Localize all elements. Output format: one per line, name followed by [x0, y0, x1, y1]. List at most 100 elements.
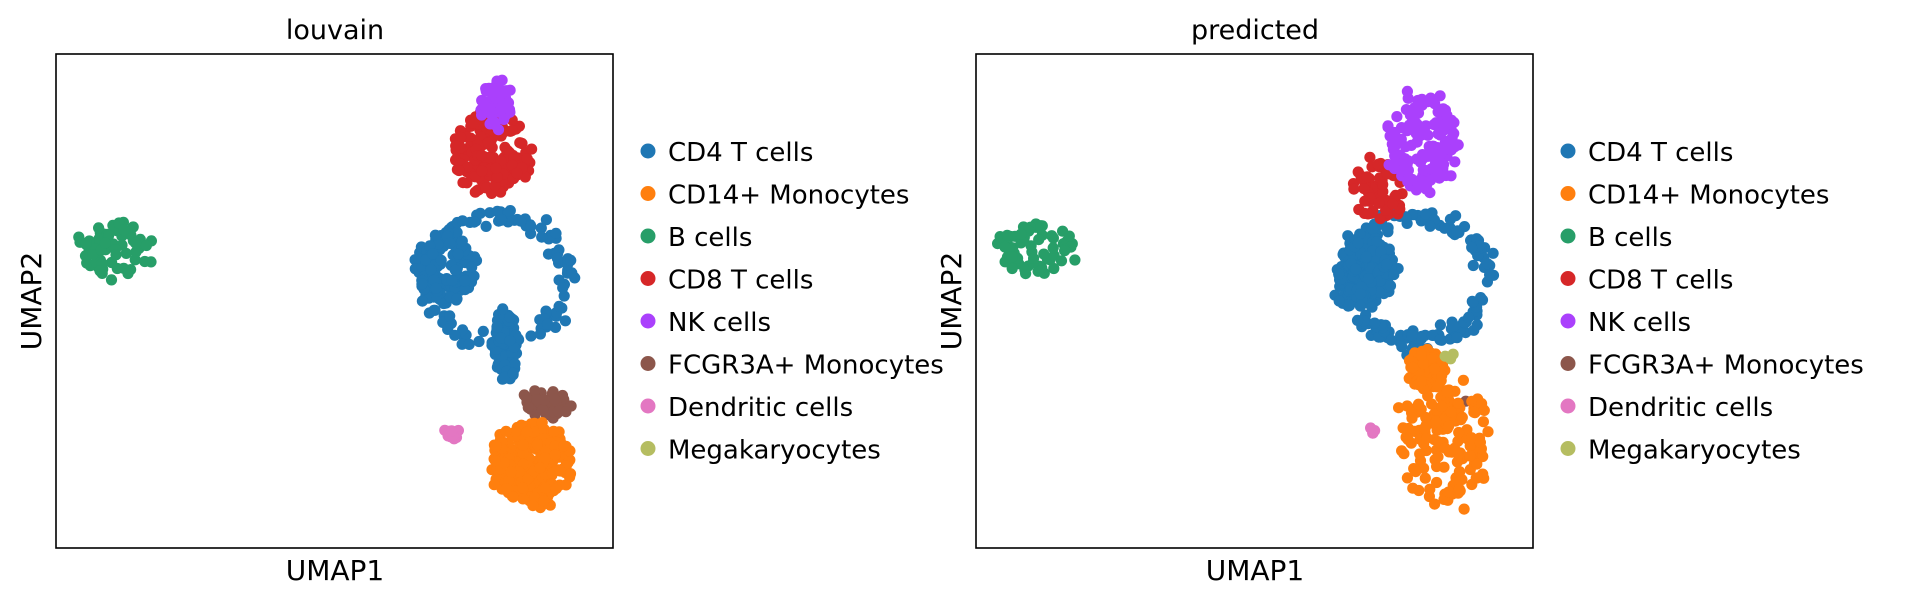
point-cd4-t-cells: [491, 321, 503, 333]
legend-label-cd14-monocytes: CD14+ Monocytes: [1588, 181, 1829, 211]
point-dendritic-cells: [1365, 422, 1377, 434]
point-nk-cells: [1427, 140, 1439, 152]
point-cd14-monocytes: [531, 438, 543, 451]
point-cd4-t-cells: [1451, 226, 1463, 238]
point-b-cells: [110, 249, 122, 261]
point-cd14-monocytes: [1465, 432, 1478, 444]
point-cd8-t-cells: [1373, 197, 1385, 209]
point-cd14-monocytes: [1477, 416, 1489, 428]
point-cd4-t-cells: [451, 226, 463, 238]
point-cd4-t-cells: [446, 274, 458, 286]
louvain-y-axis-label: UMAP2: [15, 252, 48, 351]
point-cd4-t-cells: [566, 267, 578, 279]
point-cd8-t-cells: [1358, 183, 1370, 195]
point-nk-cells: [1390, 148, 1402, 160]
point-cd4-t-cells: [557, 282, 569, 294]
point-cd8-t-cells: [1372, 158, 1384, 170]
predicted-y-axis-label: UMAP2: [935, 252, 968, 351]
point-cd4-t-cells: [468, 216, 480, 228]
point-nk-cells: [1412, 131, 1424, 143]
point-b-cells: [1059, 245, 1071, 257]
point-b-cells: [130, 237, 142, 249]
point-cd4-t-cells: [456, 235, 468, 247]
point-cd4-t-cells: [1350, 263, 1362, 275]
point-cd14-monocytes: [521, 426, 533, 438]
point-nk-cells: [1430, 117, 1442, 129]
point-nk-cells: [480, 100, 492, 112]
point-b-cells: [111, 262, 123, 275]
point-nk-cells: [1434, 148, 1446, 161]
point-cd8-t-cells: [461, 161, 473, 173]
point-cd4-t-cells: [1351, 314, 1364, 326]
point-fcgr3a-monocytes: [560, 406, 572, 418]
point-cd14-monocytes: [548, 425, 560, 437]
point-cd14-monocytes: [1421, 432, 1433, 444]
point-cd4-t-cells: [427, 248, 439, 260]
point-cd14-monocytes: [527, 500, 539, 512]
point-cd8-t-cells: [521, 153, 533, 165]
point-nk-cells: [1389, 162, 1401, 175]
point-cd14-monocytes: [564, 468, 577, 480]
series-b-cells: [73, 216, 157, 286]
point-cd4-t-cells: [1471, 319, 1483, 331]
point-nk-cells: [1403, 123, 1415, 135]
point-fcgr3a-monocytes: [522, 402, 534, 414]
point-nk-cells: [1403, 173, 1415, 185]
point-cd14-monocytes: [1471, 458, 1483, 470]
legend-label-b-cells: B cells: [668, 223, 752, 253]
series-nk-cells: [475, 74, 516, 136]
point-cd4-t-cells: [435, 254, 447, 266]
point-cd14-monocytes: [1445, 406, 1457, 418]
point-cd4-t-cells: [1396, 341, 1408, 353]
louvain-plot-frame: [55, 53, 614, 549]
point-cd4-t-cells: [1450, 210, 1462, 222]
legend-label-dendritic-cells: Dendritic cells: [1588, 393, 1773, 423]
point-nk-cells: [1416, 99, 1428, 111]
point-cd4-t-cells: [1466, 241, 1478, 253]
point-b-cells: [139, 255, 151, 268]
point-cd4-t-cells: [1366, 223, 1379, 235]
point-nk-cells: [494, 84, 506, 96]
point-cd14-monocytes: [498, 457, 510, 469]
legend-marker-megakaryocytes: [1560, 441, 1576, 456]
point-cd8-t-cells: [506, 124, 518, 137]
legend-marker-dendritic-cells: [1560, 398, 1576, 414]
legend-label-dendritic-cells: Dendritic cells: [668, 393, 853, 423]
point-b-cells: [118, 224, 130, 236]
point-cd4-t-cells: [504, 311, 516, 323]
point-cd14-monocytes: [1414, 448, 1426, 460]
point-cd4-t-cells: [1352, 237, 1364, 249]
point-cd14-monocytes: [1482, 426, 1494, 438]
point-nk-cells: [1402, 155, 1414, 167]
point-cd14-monocytes: [1432, 451, 1444, 463]
point-nk-cells: [1448, 117, 1460, 129]
legend-marker-megakaryocytes: [640, 441, 656, 456]
point-cd4-t-cells: [525, 330, 537, 342]
point-b-cells: [1019, 264, 1031, 276]
point-cd14-monocytes: [1393, 402, 1405, 414]
point-cd4-t-cells: [1354, 300, 1366, 312]
legend-marker-nk-cells: [1560, 313, 1576, 329]
point-cd14-monocytes: [517, 439, 529, 451]
point-b-cells: [1069, 254, 1081, 266]
point-cd4-t-cells: [1382, 226, 1394, 238]
point-nk-cells: [1421, 176, 1433, 188]
point-nk-cells: [1410, 184, 1422, 196]
point-cd14-monocytes: [516, 482, 529, 494]
point-nk-cells: [492, 124, 505, 136]
legend-label-cd4-t-cells: CD4 T cells: [668, 138, 813, 168]
legend-marker-fcgr3a-monocytes: [1560, 356, 1576, 371]
point-cd8-t-cells: [1362, 208, 1374, 220]
legend-label-nk-cells: NK cells: [668, 308, 771, 338]
point-nk-cells: [502, 97, 515, 109]
point-dendritic-cells: [446, 425, 458, 437]
point-cd4-t-cells: [480, 220, 492, 232]
point-cd4-t-cells: [551, 252, 563, 264]
point-cd14-monocytes: [1443, 420, 1455, 432]
series-megakaryocytes: [1439, 348, 1459, 365]
point-cd14-monocytes: [1429, 363, 1441, 375]
point-nk-cells: [1400, 104, 1412, 116]
series-fcgr3a-monocytes: [518, 385, 577, 424]
point-cd14-monocytes: [505, 466, 517, 478]
point-nk-cells: [1417, 164, 1429, 176]
